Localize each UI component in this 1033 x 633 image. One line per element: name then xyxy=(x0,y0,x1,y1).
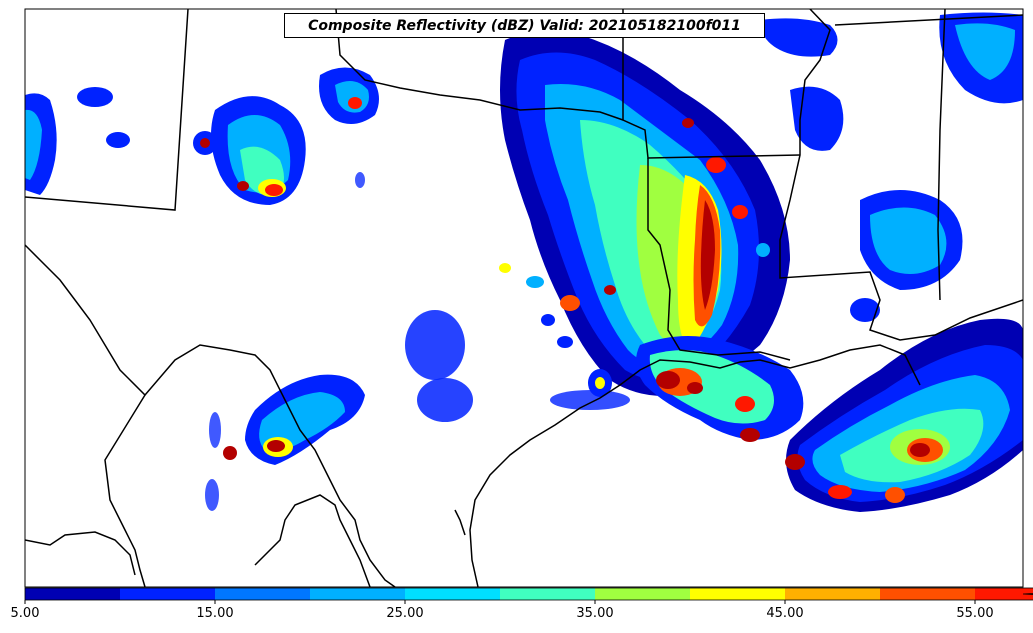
colorbar-segment xyxy=(785,588,880,600)
colorbar-segment xyxy=(690,588,785,600)
colorbar-segment xyxy=(25,588,120,600)
colorbar-tick-label: 55.00 xyxy=(956,606,994,621)
colorbar-segment xyxy=(120,588,215,600)
colorbar-tick-label: 35.00 xyxy=(576,606,614,621)
coastline xyxy=(454,344,921,587)
colorbar-segment xyxy=(880,588,975,600)
colorbar-tick-label: 25.00 xyxy=(386,606,424,621)
map-frame xyxy=(24,8,1024,588)
scattered-echoes xyxy=(205,172,880,511)
colorbar-segment xyxy=(500,588,595,600)
colorbar-tick-label: 45.00 xyxy=(766,606,804,621)
colorbar-segment xyxy=(595,588,690,600)
colorbar-tick-label: 5.00 xyxy=(10,606,40,621)
colorbar-segment xyxy=(215,588,310,600)
colorbar-segment xyxy=(975,588,1033,600)
colorbar-segment xyxy=(405,588,500,600)
colorbar-tick-label: 15.00 xyxy=(196,606,234,621)
storm-cluster-gulf-coast xyxy=(588,336,804,442)
reflectivity-layer xyxy=(25,12,1023,512)
storm-cluster-squall-line xyxy=(499,31,790,396)
storm-cluster-northwest xyxy=(25,67,379,205)
colorbar xyxy=(24,587,1033,604)
colorbar-segment xyxy=(310,588,405,600)
map-title: Composite Reflectivity (dBZ) Valid: 2021… xyxy=(284,13,765,38)
storm-cluster-southeast xyxy=(760,12,1023,512)
colorbar-extend-arrow xyxy=(1022,593,1033,595)
state-boundaries xyxy=(25,9,1023,587)
storm-cluster-southwest xyxy=(223,374,365,465)
